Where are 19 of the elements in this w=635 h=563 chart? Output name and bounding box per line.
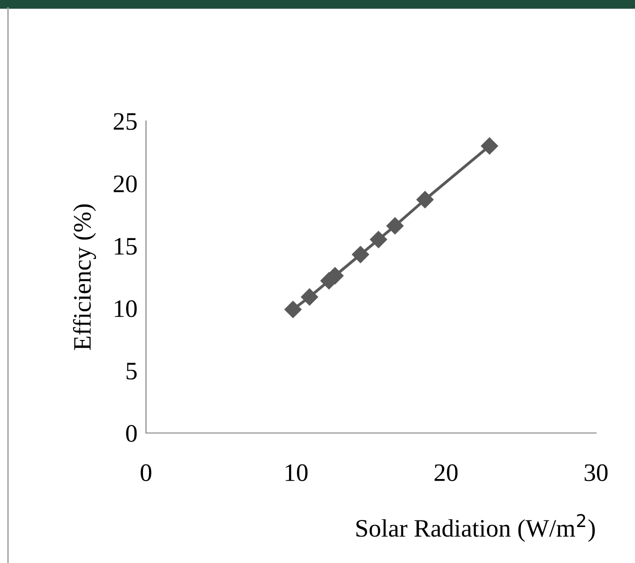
point	[386, 217, 404, 234]
x-tick-label: 0	[140, 464, 152, 482]
y-tick-label: 20	[114, 175, 137, 192]
point	[416, 191, 434, 208]
point	[480, 137, 498, 155]
point	[284, 300, 302, 318]
y-tick-label: 10	[114, 300, 137, 318]
point	[300, 288, 318, 306]
point	[370, 231, 388, 248]
y-tick-label: 15	[114, 238, 137, 255]
y-tick-label: 25	[114, 113, 137, 130]
x-tick-label: 30	[584, 464, 608, 482]
y-axis-title: Efficiency (%)	[73, 204, 96, 350]
x-tick-label: 10	[286, 464, 308, 482]
y-tick-label: 5	[126, 362, 137, 380]
y-tick-label: 0	[126, 425, 137, 442]
x-tick-label: 20	[434, 464, 458, 482]
point	[352, 246, 370, 264]
x-axis-title: Solar Radiation (W/m$^{2}$)	[356, 514, 595, 542]
